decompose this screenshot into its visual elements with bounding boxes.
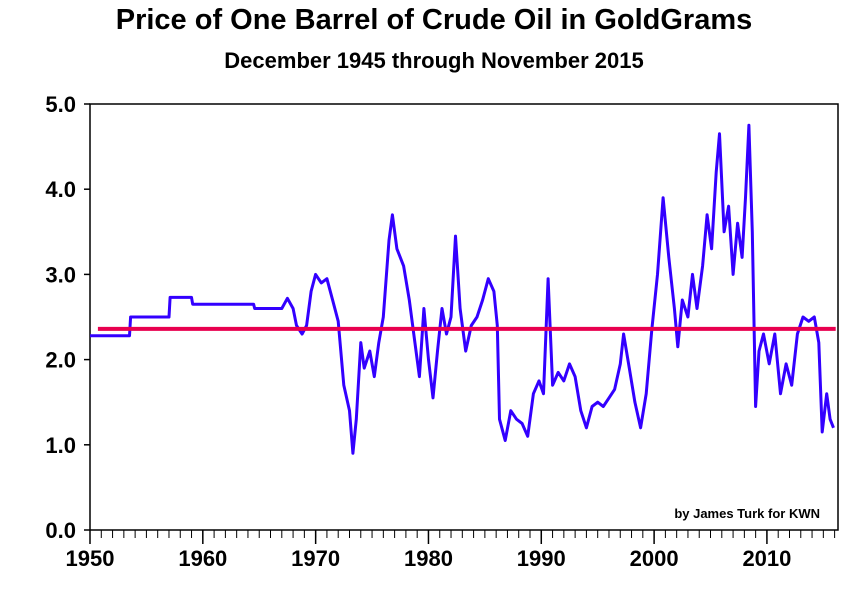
credit-label: by James Turk for KWN: [674, 506, 820, 521]
y-tick-label: 4.0: [45, 177, 76, 202]
x-tick-label: 2010: [742, 546, 791, 571]
x-tick-label: 1970: [291, 546, 340, 571]
x-tick-label: 1960: [178, 546, 227, 571]
chart-title: Price of One Barrel of Crude Oil in Gold…: [115, 4, 753, 36]
y-tick-label: 0.0: [45, 518, 76, 543]
series-layer: [90, 123, 836, 455]
price-series-line: [90, 123, 835, 455]
x-tick-label: 1980: [404, 546, 453, 571]
x-tick-label: 1990: [517, 546, 566, 571]
plot-area: [89, 103, 839, 531]
y-axis: 0.0 1.0 2.0 3.0 4.0 5.0: [45, 92, 90, 543]
x-tick-label: 2000: [630, 546, 679, 571]
y-tick-label: 5.0: [45, 92, 76, 117]
y-tick-label: 1.0: [45, 433, 76, 458]
x-axis: 1950 1960 1970 1980 1990 2000 2010: [66, 530, 836, 571]
y-tick-label: 3.0: [45, 262, 76, 287]
y-tick-label: 2.0: [45, 348, 76, 373]
x-tick-label: 1950: [66, 546, 115, 571]
chart-subtitle: December 1945 through November 2015: [224, 48, 644, 73]
